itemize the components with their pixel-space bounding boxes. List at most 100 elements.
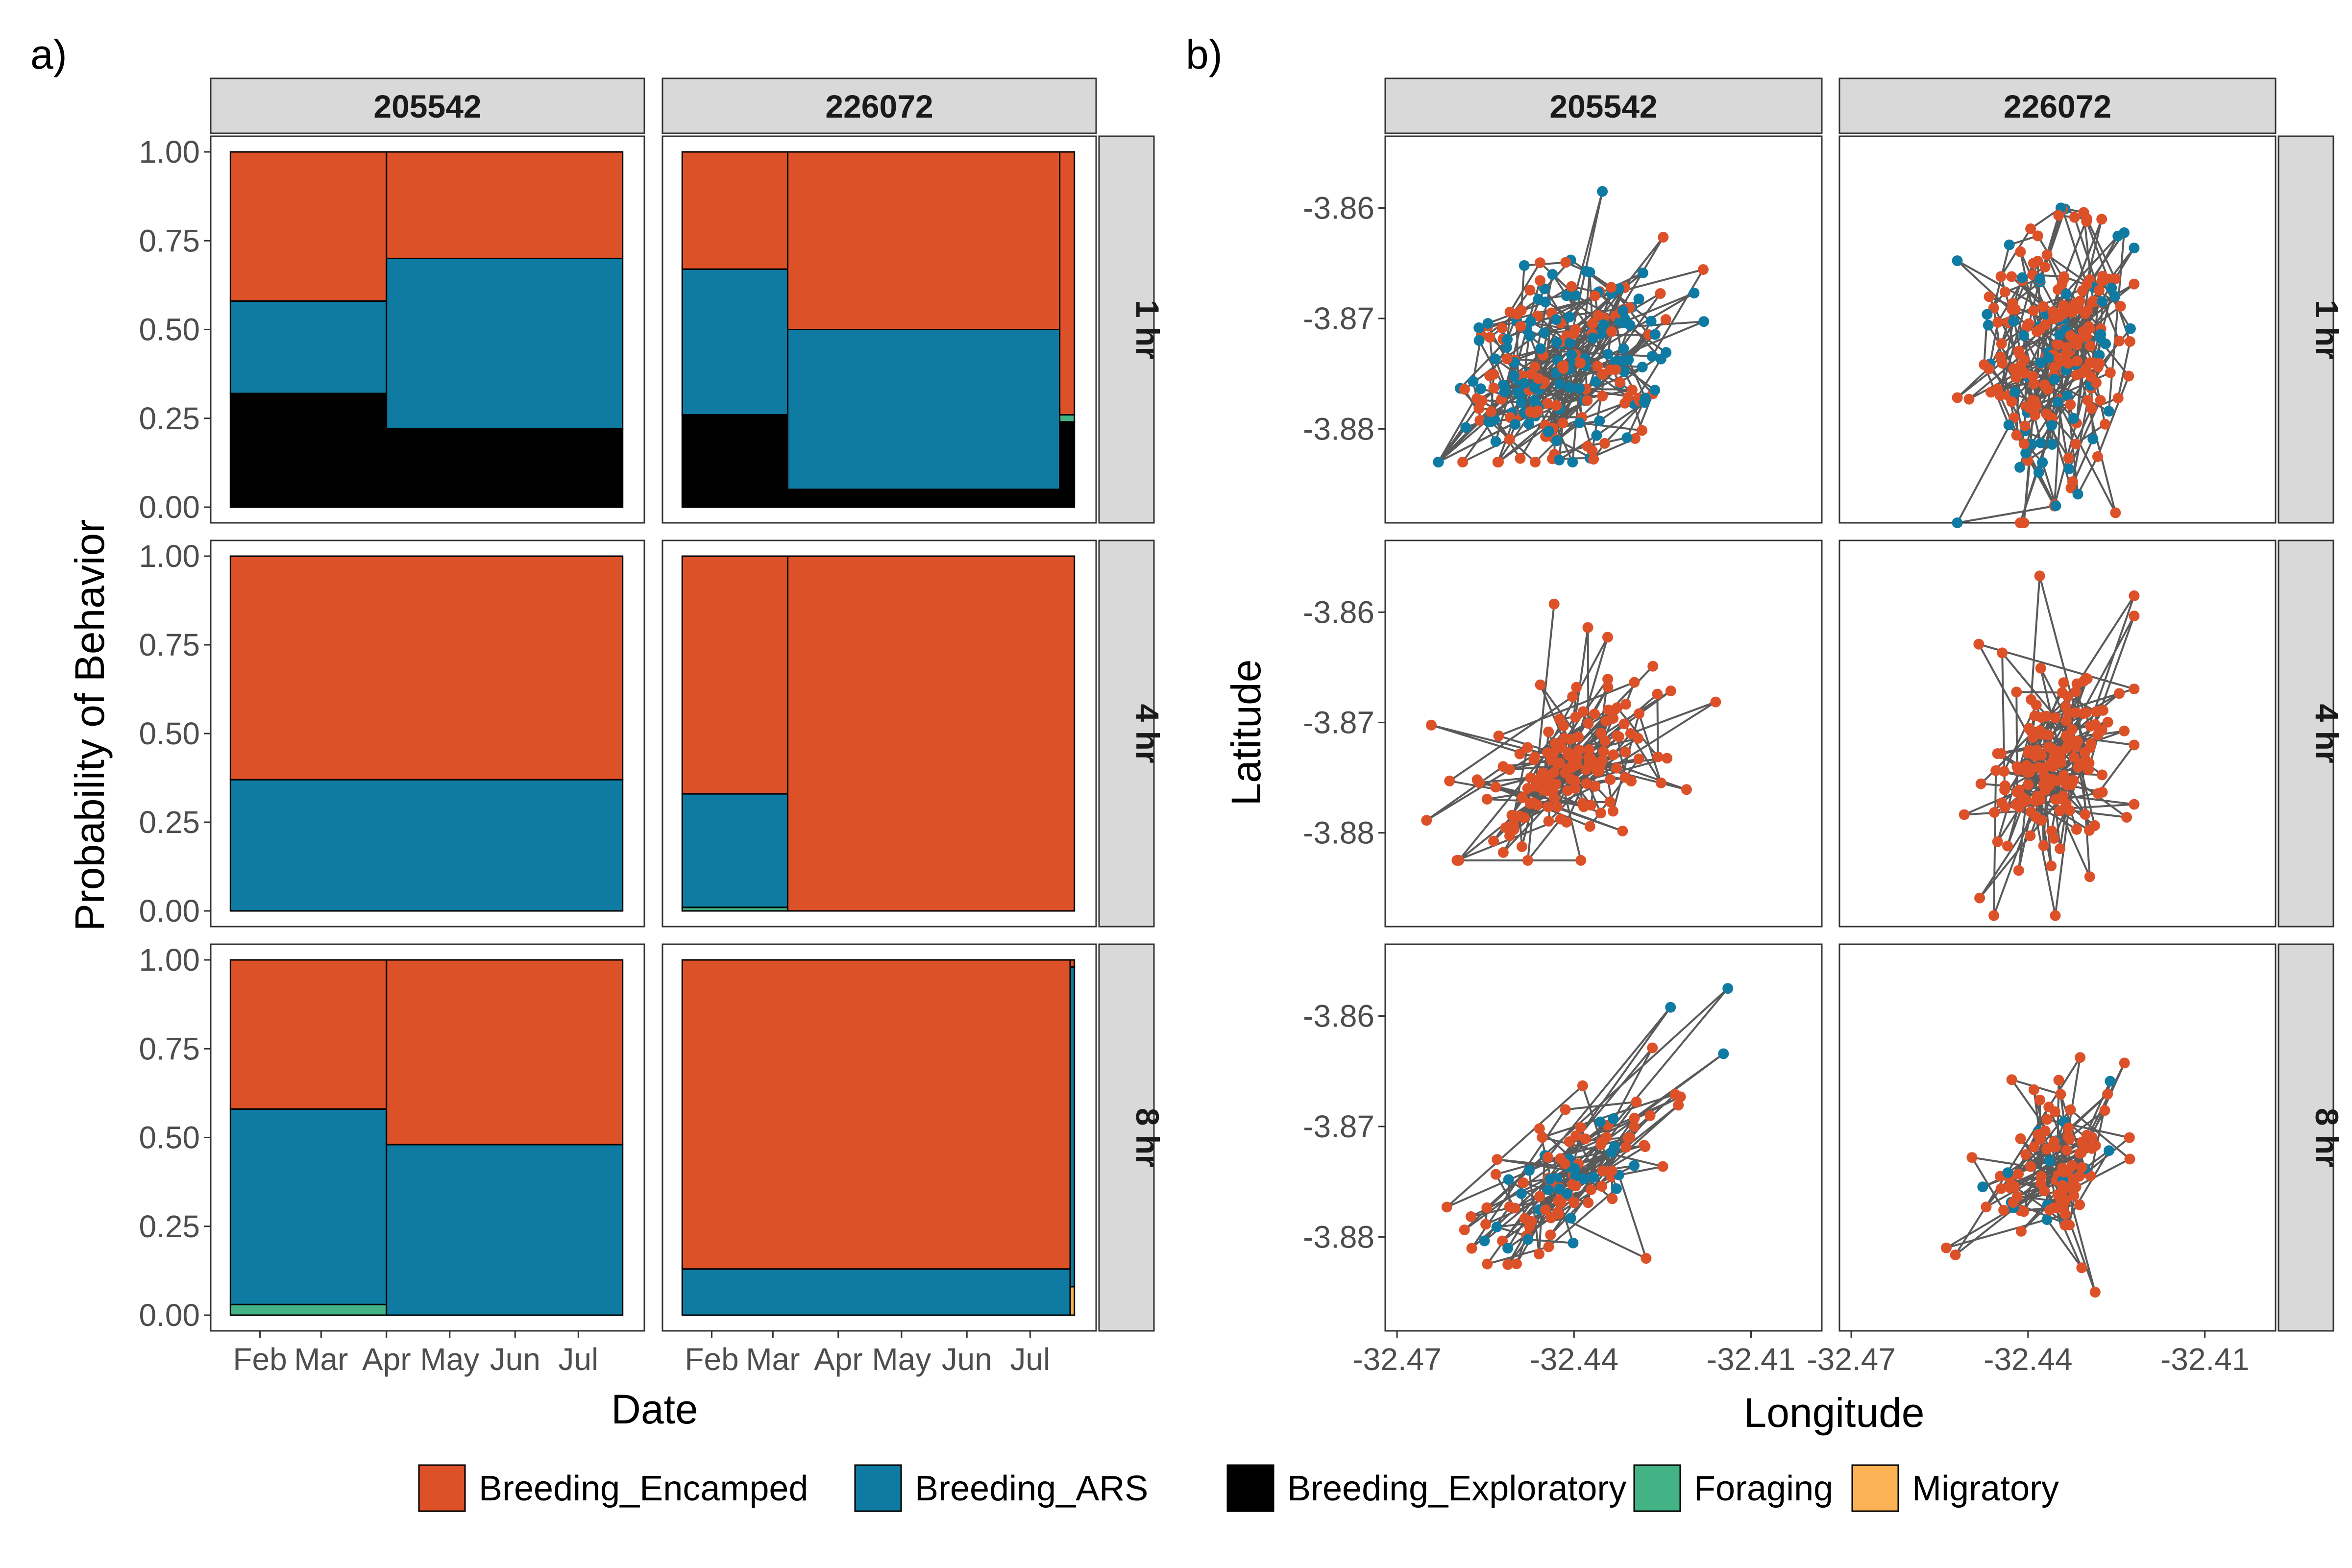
- track-point: [1482, 318, 1494, 329]
- track-point: [1992, 836, 2003, 847]
- track-point: [1426, 719, 1437, 731]
- y-tick-label: 0.75: [139, 627, 200, 662]
- x-tick-label: -32.44: [1530, 1342, 1618, 1377]
- legend-label: Breeding_Exploratory: [1287, 1469, 1626, 1508]
- track-point: [1574, 417, 1585, 428]
- track-point: [1511, 1258, 1522, 1270]
- track-point: [1963, 393, 1975, 405]
- track-point: [1509, 370, 1519, 381]
- track-point: [1599, 438, 1610, 449]
- track-point: [1673, 1100, 1684, 1111]
- track-point: [2039, 1126, 2051, 1137]
- track-point: [2109, 291, 2121, 302]
- track-point: [2124, 1153, 2135, 1165]
- track-point: [1639, 1140, 1650, 1151]
- track-point: [1551, 801, 1563, 812]
- track-point: [2064, 1220, 2075, 1230]
- y-tick-label: 1.00: [139, 134, 200, 170]
- track-point: [2002, 1167, 2013, 1178]
- track-point: [2015, 246, 2026, 257]
- track-point: [1549, 792, 1560, 804]
- track-col-strip: [1838, 77, 2277, 134]
- track-point: [1568, 1197, 1580, 1208]
- track-point: [1457, 457, 1469, 467]
- track-point: [2039, 261, 2051, 272]
- track-point: [2068, 413, 2079, 424]
- track-point: [2066, 779, 2077, 790]
- track-point: [1575, 357, 1586, 368]
- track-point: [2096, 724, 2107, 735]
- behavior-col-strip-label: 226072: [825, 88, 933, 124]
- track-point: [1615, 377, 1626, 388]
- area-segment-breeding-exploratory: [786, 489, 1061, 508]
- track-point: [1588, 454, 1599, 465]
- track-point: [1493, 730, 1504, 741]
- legend-item: Breeding_ARS: [854, 1464, 1148, 1512]
- track-point: [2041, 408, 2052, 419]
- legend-item: Breeding_Exploratory: [1226, 1464, 1626, 1512]
- track-point: [1516, 1188, 1527, 1199]
- track-point: [1620, 746, 1631, 758]
- track-point: [1587, 445, 1598, 456]
- track-point: [1617, 305, 1628, 316]
- track-point: [1501, 342, 1512, 353]
- track-point: [2076, 1262, 2087, 1274]
- track-point: [2038, 762, 2049, 774]
- right-y-axis-title: Latitude: [1223, 660, 1269, 806]
- track-point: [1983, 319, 1994, 331]
- track-point: [1590, 781, 1601, 792]
- track-point: [2095, 395, 2106, 406]
- area-segment-foraging: [1059, 414, 1076, 423]
- track-point: [1503, 1174, 1514, 1185]
- track-point: [1633, 294, 1644, 305]
- track-point: [1522, 855, 1533, 866]
- track-point: [1590, 376, 1601, 387]
- track-point: [2062, 358, 2074, 369]
- right-x-axis-title: Longitude: [1743, 1390, 1924, 1436]
- track-point: [1564, 1136, 1575, 1147]
- left-y-axis-title: Probability of Behavior: [67, 519, 113, 931]
- track-point: [2038, 840, 2049, 851]
- track-point: [1629, 677, 1640, 688]
- track-point: [2035, 662, 2046, 674]
- y-tick-label: 0.25: [139, 1209, 200, 1244]
- track-point: [2041, 1214, 2053, 1225]
- track-point: [2061, 1145, 2072, 1156]
- track-point: [2028, 258, 2039, 269]
- track-point: [2043, 352, 2054, 363]
- y-tick-label: -3.88: [1303, 815, 1374, 851]
- track-point: [1564, 382, 1575, 393]
- track-point: [2076, 1147, 2087, 1158]
- track-point: [1665, 1002, 1676, 1013]
- track-point: [1997, 647, 2008, 659]
- track-point: [2025, 830, 2036, 841]
- track-point: [2097, 705, 2108, 716]
- track-point: [1619, 314, 1630, 325]
- track-point: [1646, 351, 1658, 362]
- track-point: [1611, 762, 1622, 774]
- track-point: [1568, 328, 1579, 340]
- track-point: [1620, 699, 1632, 710]
- track-point: [2075, 1052, 2086, 1063]
- track-point: [1981, 1201, 1992, 1213]
- track-point: [2053, 1075, 2064, 1086]
- x-tick-label: Feb: [233, 1342, 287, 1377]
- track-point: [1502, 1243, 1514, 1254]
- x-tick-label: May: [420, 1342, 479, 1377]
- area-segment-breeding-ars: [786, 329, 1061, 490]
- behavior-col-strip: [210, 77, 645, 134]
- track-point: [1473, 403, 1485, 414]
- x-tick-label: Jul: [558, 1342, 598, 1377]
- track-point: [1547, 269, 1558, 280]
- track-point: [1575, 1122, 1586, 1133]
- track-point: [2086, 1143, 2097, 1154]
- track-point: [1959, 809, 1970, 820]
- track-point: [2068, 1190, 2080, 1201]
- track-point: [2011, 786, 2023, 798]
- track-point: [1565, 1213, 1576, 1224]
- track-point: [1569, 775, 1580, 786]
- track-point: [2090, 377, 2102, 389]
- legend-label: Foraging: [1694, 1469, 1833, 1508]
- track-point: [2024, 745, 2035, 756]
- track-point: [2008, 1197, 2019, 1208]
